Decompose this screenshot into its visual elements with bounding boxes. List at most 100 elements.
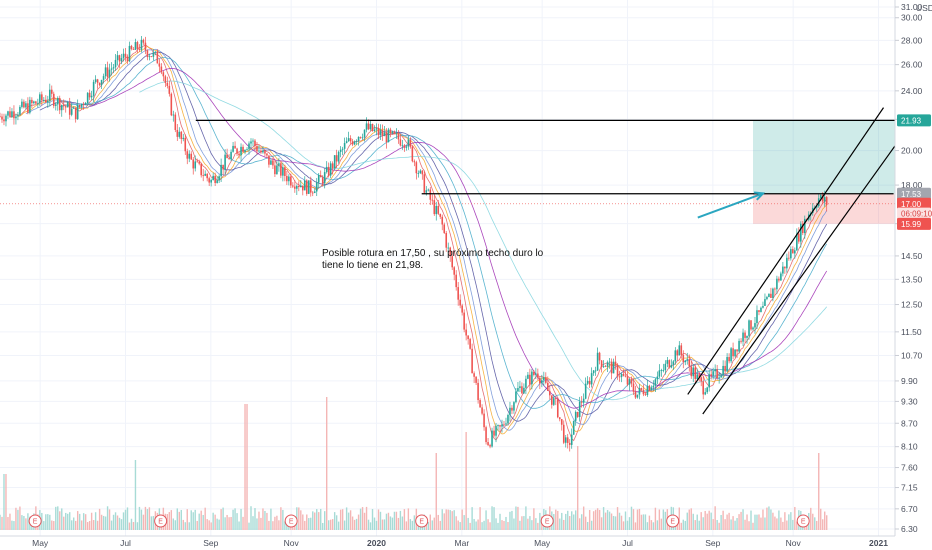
candle-body: [270, 160, 272, 165]
drawings[interactable]: [0, 107, 932, 415]
volume-bar: [391, 517, 394, 530]
volume-bar: [0, 514, 1, 530]
earnings-marker-icon: [28, 514, 42, 528]
candle-body: [447, 247, 450, 249]
candle-body: [754, 323, 756, 328]
candle-body: [740, 340, 742, 342]
candle-body: [435, 205, 438, 215]
candle-body: [803, 218, 806, 234]
volume-bar: [176, 508, 178, 530]
volume-bar: [784, 512, 786, 530]
volume-bar: [140, 509, 143, 530]
candle-body: [485, 427, 487, 443]
volume-bar: [180, 509, 182, 530]
candle-body: [658, 370, 661, 377]
earnings-marker-icon: [540, 514, 554, 528]
candle-body: [457, 287, 459, 300]
candlesticks: [0, 35, 828, 452]
y-tick-label: 9.30: [901, 396, 918, 406]
candle-body: [409, 139, 412, 147]
candle-body: [329, 163, 332, 176]
candle-body: [433, 200, 436, 215]
candle-body: [551, 395, 553, 405]
volume-bar: [266, 512, 268, 530]
candle-body: [176, 129, 179, 137]
candle-body: [305, 180, 308, 194]
candle-body: [654, 379, 657, 386]
volume-bar: [150, 516, 153, 530]
volume-bar: [465, 432, 467, 530]
candle-body: [74, 107, 77, 120]
earnings-marker-icon: [415, 514, 429, 528]
candle-body: [150, 56, 153, 58]
candle-body: [62, 105, 65, 107]
price-tag-value: 15.99: [901, 220, 922, 229]
candle-body: [120, 58, 123, 62]
candle-body: [823, 197, 826, 202]
annotation-text[interactable]: Posible rotura en 17,50 , su próximo tec…: [322, 248, 546, 271]
volume-bar: [762, 509, 764, 530]
candle-body: [315, 182, 318, 192]
candle-body: [266, 153, 268, 156]
volume-bar: [3, 474, 5, 530]
candle-body: [716, 369, 718, 379]
volume-bar: [495, 518, 497, 530]
candle-body: [138, 48, 141, 50]
volume-bar: [776, 518, 778, 530]
candle-body: [588, 380, 591, 385]
volume-bar: [678, 507, 680, 530]
candle-body: [381, 130, 384, 137]
candle-body: [321, 177, 324, 184]
volume-bar: [174, 520, 177, 530]
candle-body: [770, 293, 772, 298]
candle-body: [547, 382, 549, 391]
candle-body: [339, 149, 342, 152]
earnings-markers[interactable]: EEEEEEEE: [28, 514, 932, 528]
volume-bar: [656, 520, 659, 530]
volume-bar: [248, 522, 250, 530]
candle-body: [511, 407, 513, 411]
candle-body: [288, 176, 290, 182]
candle-body: [226, 154, 228, 159]
candle-body: [614, 361, 617, 365]
volume-bar: [7, 517, 9, 530]
candle-body: [570, 434, 573, 445]
candle-body: [535, 373, 537, 375]
volume-bar: [588, 509, 591, 530]
volume-bar: [122, 512, 125, 530]
candle-body: [425, 190, 428, 193]
volume-bar: [706, 513, 708, 530]
candle-body: [186, 151, 189, 159]
candle-body: [154, 51, 157, 53]
volume-bar: [104, 516, 107, 530]
volume-bar: [794, 506, 796, 530]
candle-body: [648, 385, 651, 391]
candle-body: [174, 114, 177, 130]
candle-body: [710, 374, 712, 376]
candle-body: [714, 369, 716, 372]
candle-body: [9, 111, 11, 117]
y-tick-label: 11.50: [901, 327, 922, 337]
candle-body: [618, 376, 621, 378]
candle-body: [92, 81, 95, 96]
candle-body: [395, 133, 398, 135]
candle-body: [606, 362, 609, 367]
volume-bar: [698, 520, 700, 530]
candle-body: [325, 166, 328, 173]
candle-body: [660, 370, 663, 371]
volume-bar: [824, 511, 826, 530]
volume-bar: [312, 511, 314, 530]
candle-body: [301, 185, 304, 191]
volume-bar: [244, 404, 246, 530]
volume-bar: [816, 520, 818, 530]
candle-body: [415, 162, 418, 174]
candle-body: [666, 360, 669, 364]
y-tick-label: 30.00: [901, 13, 923, 23]
candle-body: [624, 375, 627, 377]
volume-bar: [136, 522, 139, 530]
volume-bar: [184, 522, 186, 530]
candle-body: [704, 392, 706, 395]
volume-bar: [302, 514, 304, 530]
volume-bar: [437, 514, 439, 530]
